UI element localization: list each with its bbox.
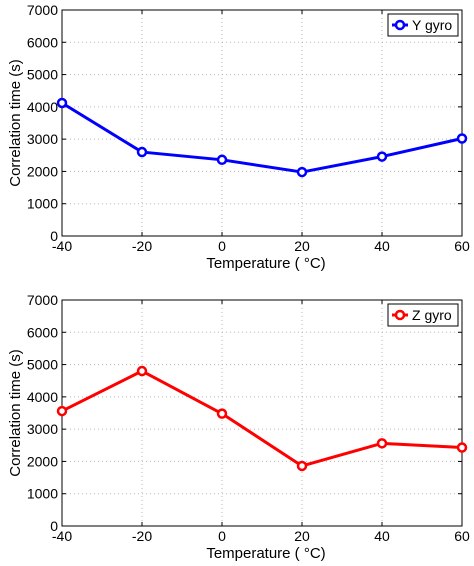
x-tick-label: 20 (294, 238, 310, 254)
x-tick-label: 60 (454, 238, 470, 254)
y-axis-label: Correlation time (s) (7, 349, 24, 477)
x-tick-label: -40 (52, 528, 72, 544)
x-tick-label: -20 (132, 238, 152, 254)
x-tick-label: -20 (132, 528, 152, 544)
y-tick-label: 4000 (27, 389, 58, 405)
data-point (296, 460, 308, 472)
y-tick-label: 6000 (27, 34, 58, 50)
data-point (216, 408, 228, 419)
x-axis-label: Temperature ( °C) (206, 545, 325, 562)
data-point (456, 133, 468, 144)
y-tick-label: 1000 (27, 486, 58, 502)
x-tick-label: 0 (218, 238, 226, 254)
y-tick-label: 1000 (27, 196, 58, 212)
legend-box (387, 13, 459, 37)
y-tick-label: 3000 (27, 131, 58, 147)
y-axis-label: Correlation time (s) (7, 59, 24, 187)
chart-panel-2: -40 -20 0 20 40 60 0 1000 2000 3000 4000 5000 6000 70… (7, 292, 470, 562)
data-point (376, 438, 388, 449)
y-tick-label: 0 (50, 228, 58, 244)
plot-frame (61, 9, 463, 237)
legend-marker (394, 309, 406, 321)
legend-label: Y gyro (412, 17, 452, 33)
y-tick-label: 7000 (27, 2, 58, 18)
y-tick-label: 0 (50, 518, 58, 534)
data-point (376, 151, 388, 162)
data-point (456, 442, 468, 453)
chart-panel-1: -40 -20 0 20 40 60 0 1000 2000 3000 4000 5000 6000 70… (7, 2, 470, 272)
data-point (296, 166, 308, 178)
x-axis-label: Temperature ( °C) (206, 255, 325, 272)
data-point (136, 365, 148, 377)
data-point (136, 146, 148, 158)
plot-area (62, 300, 462, 526)
legend-label: Z gyro (412, 307, 452, 323)
x-tick-label: -40 (52, 238, 72, 254)
y-tick-label: 5000 (27, 67, 58, 83)
y-tick-label: 2000 (27, 163, 58, 179)
x-tick-label: 0 (218, 528, 226, 544)
legend-marker (394, 19, 406, 31)
y-tick-label: 6000 (27, 324, 58, 340)
y-tick-label: 7000 (27, 292, 58, 308)
y-tick-label: 2000 (27, 453, 58, 469)
plot-area (62, 10, 462, 236)
series-line-y-gyro (61, 101, 463, 174)
data-point (56, 97, 68, 109)
data-point (56, 405, 68, 417)
x-tick-label: 20 (294, 528, 310, 544)
data-point (216, 154, 228, 166)
legend-box (387, 303, 459, 327)
legend: Z gyro (387, 303, 459, 327)
y-tick-label: 4000 (27, 99, 58, 115)
legend: Y gyro (387, 13, 459, 37)
y-tick-label: 5000 (27, 357, 58, 373)
series-line-z-gyro (61, 369, 463, 468)
x-tick-label: 60 (454, 528, 470, 544)
x-tick-label: 40 (374, 528, 390, 544)
x-tick-label: 40 (374, 238, 390, 254)
y-tick-label: 3000 (27, 421, 58, 437)
